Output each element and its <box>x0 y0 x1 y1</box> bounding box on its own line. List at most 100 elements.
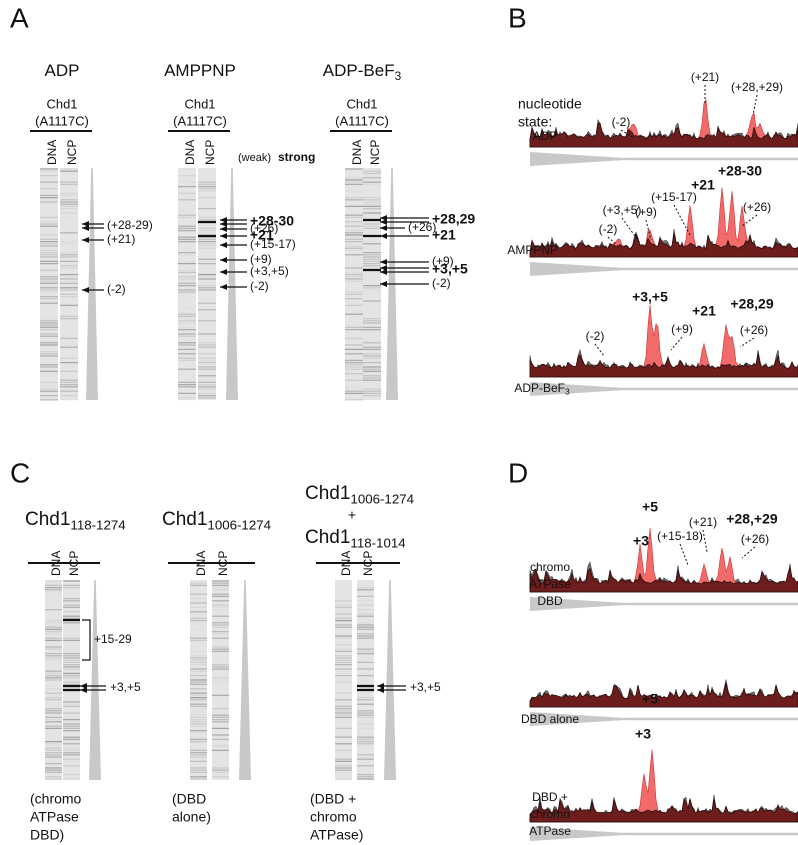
label: (DBD + <box>310 791 356 807</box>
ladder <box>530 597 625 611</box>
leader-line <box>620 129 635 139</box>
gel-lane <box>198 168 216 400</box>
gel-lane <box>363 168 381 400</box>
label: (A1117C) <box>173 113 227 128</box>
label: ATPase <box>529 577 571 591</box>
label: alone) <box>172 809 211 825</box>
title-text: Chd1 <box>305 527 350 548</box>
label: (-2) <box>612 115 631 129</box>
title: AMPPNP <box>164 61 236 80</box>
label: (+9) <box>671 322 693 336</box>
ncp-trace <box>529 232 798 258</box>
subscript: 118-1014 <box>350 535 405 550</box>
label: +5 <box>642 499 658 515</box>
label: ATPase <box>30 809 79 825</box>
gradient-wedge <box>86 168 98 400</box>
leader-line <box>673 204 691 236</box>
gel-lane <box>45 580 62 780</box>
label: (weak) <box>238 152 271 164</box>
label: state: <box>518 114 552 130</box>
title-text: ADP-BeF <box>323 61 395 80</box>
label: NCP <box>65 140 79 165</box>
leader-line <box>741 546 756 559</box>
gradient-wedge <box>384 580 396 780</box>
title: ADP-BeF3 <box>323 61 402 83</box>
label: +3,+5 <box>410 680 441 694</box>
label: (+15-18) <box>657 529 703 543</box>
label: (+28,+29) <box>731 80 783 94</box>
label: (+3,+5) <box>603 203 642 217</box>
ncp-trace <box>529 353 798 378</box>
label: strong <box>278 150 315 164</box>
leader-line <box>741 214 758 227</box>
label: NCP <box>368 140 382 165</box>
label: DBD alone <box>521 712 579 726</box>
ncp-trace <box>529 797 798 823</box>
label: +3 <box>635 726 651 742</box>
label: (+9) <box>250 252 272 266</box>
title: Chd1118-1014 <box>305 527 406 550</box>
ncp-trace <box>529 682 798 708</box>
ladder <box>530 382 625 396</box>
label: +28-30 <box>718 163 762 179</box>
label: (+15-17) <box>250 237 296 251</box>
label: nucleotide <box>518 96 582 112</box>
ncp-trace <box>529 566 798 593</box>
label: +3,+5 <box>110 680 141 694</box>
title: Chd11006-1274 <box>305 483 414 506</box>
label: (chromo <box>30 791 82 807</box>
label: NCP <box>67 551 81 576</box>
title-text: ADP <box>45 61 80 80</box>
subscript: 118-1274 <box>70 517 125 532</box>
label: DNA <box>49 551 63 576</box>
label: DBD + <box>532 790 568 804</box>
ladder <box>530 712 625 726</box>
title: Chd1118-1274 <box>25 509 126 532</box>
label: +3 <box>633 533 649 549</box>
label: +15-29 <box>94 632 132 646</box>
label: +28-30 <box>250 213 294 229</box>
label: (+21) <box>691 70 719 84</box>
label: + <box>348 507 356 523</box>
leader-line <box>752 94 758 116</box>
label: +5 <box>642 691 658 707</box>
label: DBD) <box>30 827 64 843</box>
label: (DBD <box>172 791 206 807</box>
label: +21 <box>250 227 274 243</box>
label: ATPase <box>529 824 571 838</box>
panel-label: D <box>508 457 528 488</box>
label: NCP <box>216 551 230 576</box>
label: (+15-17) <box>651 190 697 204</box>
label: (+26) <box>741 532 769 546</box>
ladder <box>530 827 625 841</box>
subscript: 1006-1274 <box>207 517 271 532</box>
label: (A1117C) <box>35 113 89 128</box>
gel-lane <box>335 580 352 780</box>
row-label: ADP-BeF3 <box>514 381 570 397</box>
label: (+26) <box>740 323 768 337</box>
label: (+21) <box>689 515 717 529</box>
label: (+28-29) <box>107 218 153 232</box>
label: DBD <box>537 594 563 608</box>
leader-line <box>607 236 620 248</box>
leader-line <box>645 219 652 241</box>
label: (+3,+5) <box>250 264 289 278</box>
leader-line <box>670 336 683 351</box>
label: NCP <box>361 551 375 576</box>
row-label: AMPPNP <box>507 243 558 257</box>
label: DNA <box>183 140 197 165</box>
label: ATPase) <box>310 827 363 843</box>
label: NCP <box>203 140 217 165</box>
leader-line <box>739 337 755 348</box>
gel-lane <box>63 580 80 780</box>
label: (-2) <box>599 222 618 236</box>
label: (+9) <box>432 254 454 268</box>
label: +21 <box>432 227 456 243</box>
label: +21 <box>691 177 715 193</box>
label: chromo <box>310 809 357 825</box>
label: (-2) <box>432 276 451 290</box>
title-text: Chd1 <box>25 509 70 530</box>
title-text: AMPPNP <box>507 243 558 257</box>
label: chromo <box>530 560 570 574</box>
bracket <box>82 619 91 661</box>
